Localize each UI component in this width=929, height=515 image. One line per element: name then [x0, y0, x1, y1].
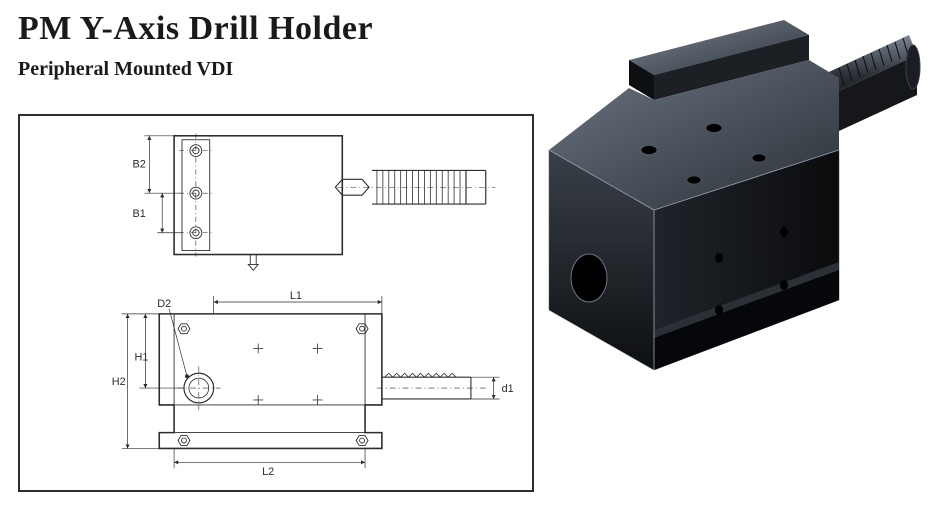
page-subtitle: Peripheral Mounted VDI: [18, 58, 233, 81]
label-B1: B1: [133, 208, 146, 220]
page-title: PM Y-Axis Drill Holder: [18, 10, 373, 48]
diagram-frame: B2 B1: [18, 114, 534, 492]
label-H1: H1: [135, 351, 149, 363]
engineering-diagram: B2 B1: [20, 116, 532, 490]
label-L2: L2: [262, 466, 274, 478]
label-D2: D2: [157, 298, 171, 310]
top-view: [144, 134, 495, 271]
label-L1: L1: [290, 290, 302, 302]
front-view: [122, 296, 500, 468]
product-render: [509, 0, 929, 420]
label-B2: B2: [133, 158, 146, 170]
label-d1: d1: [502, 383, 514, 395]
label-H2: H2: [112, 376, 126, 388]
product-render-svg: [509, 0, 929, 420]
page-root: PM Y-Axis Drill Holder Peripheral Mounte…: [0, 0, 929, 515]
render-front-bore: [571, 254, 607, 302]
